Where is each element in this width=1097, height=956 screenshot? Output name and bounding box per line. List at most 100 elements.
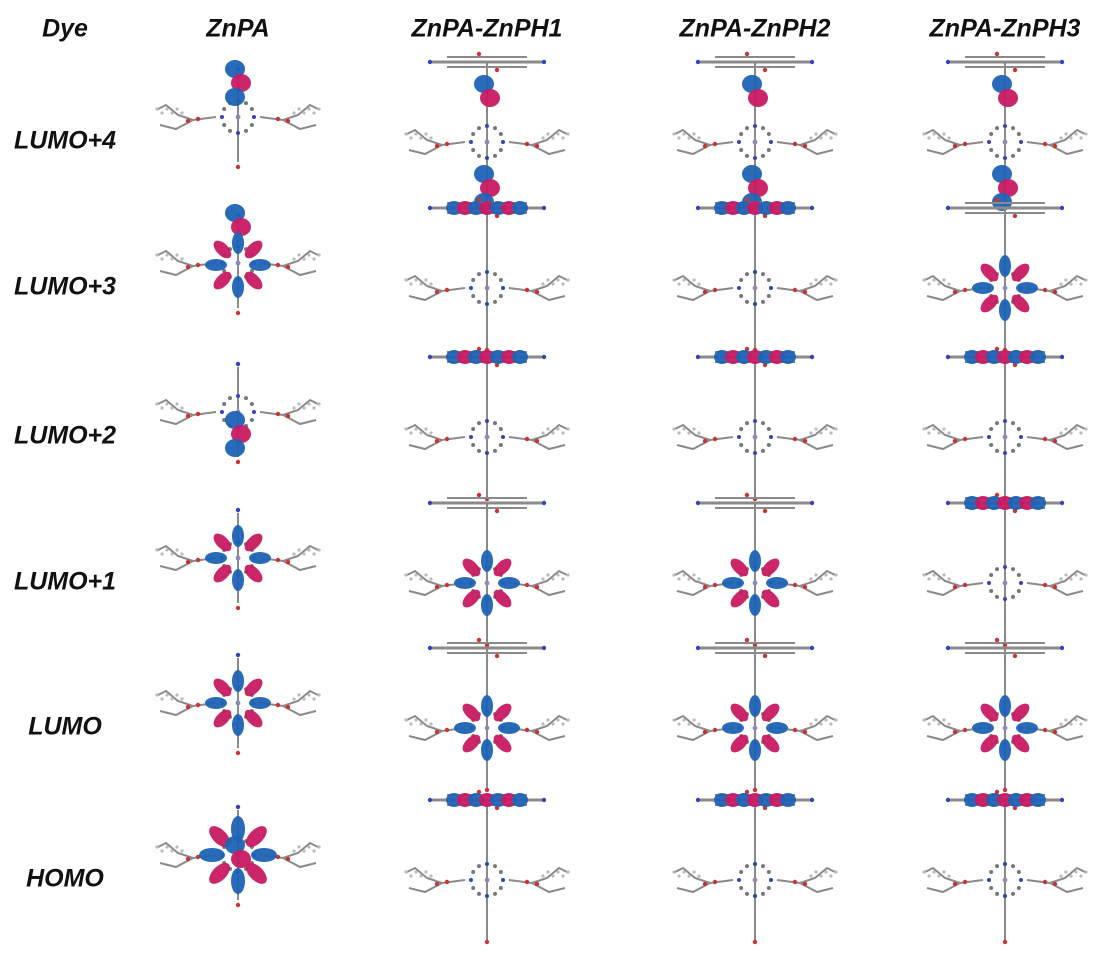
- atom: [535, 144, 539, 148]
- atom: [793, 583, 797, 587]
- atom: [761, 421, 765, 425]
- atom: [312, 111, 315, 114]
- atom: [1017, 870, 1021, 874]
- atom: [485, 124, 489, 128]
- atom: [222, 402, 226, 406]
- atom: [753, 419, 757, 423]
- atom: [672, 278, 675, 281]
- atom: [546, 718, 549, 721]
- atom: [1053, 730, 1057, 734]
- atom: [814, 718, 817, 721]
- atom: [687, 722, 690, 725]
- atom: [1043, 437, 1047, 441]
- atom: [1011, 154, 1015, 158]
- atom: [551, 722, 554, 725]
- atom: [677, 874, 680, 877]
- atom: [292, 552, 295, 555]
- atom: [302, 552, 305, 555]
- molecule: [672, 52, 837, 211]
- atom: [276, 263, 280, 267]
- atom: [696, 798, 700, 802]
- atom: [250, 402, 254, 406]
- orbital-lobe: [722, 722, 744, 734]
- atom: [922, 870, 925, 873]
- bond: [509, 130, 567, 145]
- atom: [499, 278, 503, 282]
- orbital-lobe: [780, 793, 796, 807]
- atom: [307, 548, 310, 551]
- atom: [477, 126, 481, 130]
- atom: [1011, 595, 1015, 599]
- atom: [317, 253, 320, 256]
- atom: [535, 585, 539, 589]
- column-header: ZnPA-ZnPH2: [679, 15, 831, 43]
- atom: [932, 132, 935, 135]
- atom: [1013, 214, 1017, 218]
- atom: [414, 278, 417, 281]
- atom: [713, 880, 717, 884]
- bond: [925, 130, 983, 145]
- atom: [292, 849, 295, 852]
- atom: [824, 132, 827, 135]
- atom: [1053, 439, 1057, 443]
- atom: [682, 870, 685, 873]
- atom: [753, 581, 758, 586]
- atom: [946, 646, 950, 650]
- orbital-lobe: [512, 201, 528, 215]
- atom: [499, 886, 503, 890]
- atom: [1079, 874, 1082, 877]
- bond: [158, 400, 216, 415]
- atom: [220, 115, 224, 119]
- atom: [953, 290, 957, 294]
- atom: [1003, 419, 1007, 423]
- molecule: [672, 638, 837, 792]
- atom: [160, 257, 163, 260]
- atom: [692, 718, 695, 721]
- atom: [556, 427, 559, 430]
- atom: [810, 60, 814, 64]
- atom: [499, 427, 503, 431]
- atom: [244, 396, 248, 400]
- orbital-lobe: [999, 299, 1011, 321]
- atom: [692, 278, 695, 281]
- atom: [963, 728, 967, 732]
- atom: [739, 870, 743, 874]
- atom: [761, 864, 765, 868]
- bond: [777, 868, 835, 883]
- orbital-lobe: [481, 695, 493, 717]
- atom: [687, 282, 690, 285]
- atom: [250, 107, 254, 111]
- atom: [469, 435, 473, 439]
- atom: [317, 845, 320, 848]
- orbital-lobe: [480, 89, 500, 107]
- atom: [696, 60, 700, 64]
- atom: [424, 718, 427, 721]
- atom: [995, 892, 999, 896]
- atom: [953, 882, 957, 886]
- atom: [252, 410, 256, 414]
- atom: [947, 282, 950, 285]
- atom: [824, 870, 827, 873]
- atom: [424, 427, 427, 430]
- atom: [485, 140, 490, 145]
- atom: [810, 206, 814, 210]
- atom: [947, 722, 950, 725]
- atom: [819, 874, 822, 877]
- atom: [1084, 573, 1087, 576]
- atom: [793, 728, 797, 732]
- atom: [672, 573, 675, 576]
- orbital-lobe: [231, 850, 251, 868]
- atom: [419, 431, 422, 434]
- atom: [485, 435, 490, 440]
- atom: [1043, 288, 1047, 292]
- atom: [252, 115, 256, 119]
- atom: [677, 431, 680, 434]
- molecule: [404, 493, 569, 647]
- atom: [745, 892, 749, 896]
- atom: [1017, 427, 1021, 431]
- atom: [1074, 573, 1077, 576]
- atom: [989, 148, 993, 152]
- atom: [175, 693, 178, 696]
- atom: [1019, 435, 1023, 439]
- atom: [445, 728, 449, 732]
